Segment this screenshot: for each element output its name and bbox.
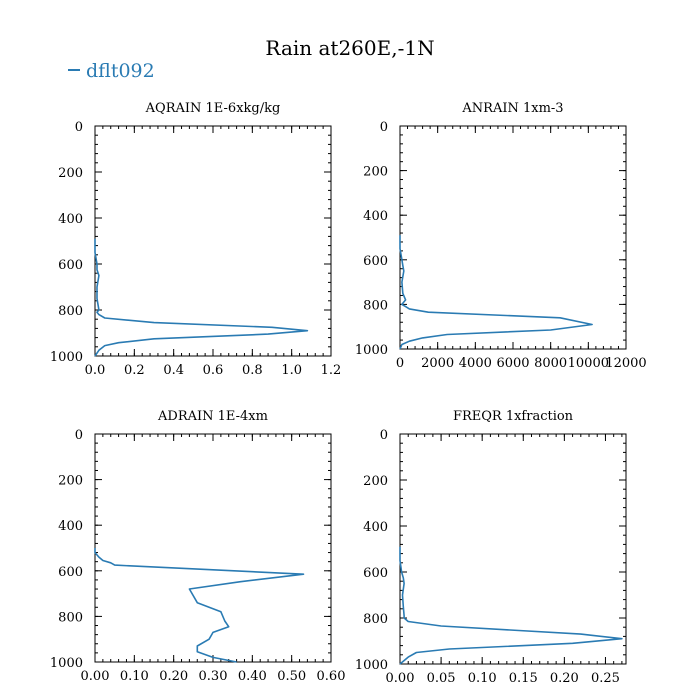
- x-tick-label: 12000: [605, 356, 646, 371]
- legend-label: dflt092: [86, 60, 155, 82]
- x-tick-label: 8000: [534, 356, 567, 371]
- y-tick-label: 0: [75, 120, 83, 135]
- panel-3: ADRAIN 1E-4xm 0.00 0.10 0.20 0.30 0.40 0.50 0.6…: [50, 409, 346, 684]
- x-tick-label: 4000: [459, 356, 492, 371]
- x-tick-label: 0: [396, 356, 404, 371]
- series-line: [399, 546, 623, 665]
- x-tick-label: 0.0: [85, 363, 106, 378]
- plot-frame: [94, 125, 332, 357]
- y-tick-label: 1000: [355, 343, 388, 358]
- series-line: [94, 238, 309, 357]
- y-tick-label: 800: [58, 304, 83, 319]
- panel-1: AQRAIN 1E-6xkg/kg 0.0 0.2 0.4 0.6 0.8 1.0 1.2 0 2…: [50, 101, 341, 378]
- y-tick-label: 600: [363, 566, 388, 581]
- x-tick-label: 0.25: [591, 671, 620, 686]
- x-tick-label: 0.6: [203, 363, 224, 378]
- legend-line-swatch: [68, 69, 80, 71]
- y-tick-label: 400: [58, 519, 83, 534]
- panel-4: FREQR 1xfraction 0.00 0.05 0.10 0.15 0.20 0.25…: [355, 409, 627, 686]
- x-tick-label: 1.2: [321, 363, 342, 378]
- y-tick-label: 400: [363, 520, 388, 535]
- panel-title: AQRAIN 1E-6xkg/kg: [145, 101, 281, 116]
- x-tick-label: 0.50: [277, 669, 306, 684]
- x-tick-label: 0.00: [386, 671, 415, 686]
- y-tick-label: 0: [75, 428, 83, 443]
- y-tick-label: 600: [58, 258, 83, 273]
- series-line: [399, 235, 593, 350]
- y-tick-label: 200: [58, 166, 83, 181]
- y-tick-label: 0: [380, 120, 388, 135]
- x-tick-label: 10000: [568, 356, 609, 371]
- x-tick-label: 2000: [421, 356, 454, 371]
- panel-title: ANRAIN 1xm-3: [461, 101, 563, 116]
- x-tick-label: 0.2: [124, 363, 145, 378]
- y-tick-label: 400: [58, 212, 83, 227]
- panel-title: FREQR 1xfraction: [453, 409, 574, 424]
- y-tick-label: 200: [363, 474, 388, 489]
- x-tick-label: 0.8: [242, 363, 263, 378]
- y-tick-label: 200: [58, 474, 83, 489]
- y-tick-label: 1000: [50, 656, 83, 671]
- y-tick-label: 200: [363, 165, 388, 180]
- y-tick-label: 0: [380, 428, 388, 443]
- x-tick-label: 0.60: [317, 669, 346, 684]
- y-tick-label: 600: [58, 565, 83, 580]
- legend: dflt092: [68, 60, 155, 82]
- y-tick-label: 400: [363, 209, 388, 224]
- x-tick-label: 0.40: [238, 669, 267, 684]
- x-tick-label: 0.10: [468, 671, 497, 686]
- x-tick-label: 0.05: [427, 671, 456, 686]
- x-tick-label: 0.20: [159, 669, 188, 684]
- panel-title: ADRAIN 1E-4xm: [157, 409, 268, 424]
- y-tick-label: 800: [363, 298, 388, 313]
- plot-frame: [94, 433, 332, 663]
- x-tick-label: 1.0: [281, 363, 302, 378]
- y-tick-label: 1000: [355, 658, 388, 673]
- x-tick-label: 0.15: [509, 671, 538, 686]
- x-tick-label: 0.00: [81, 669, 110, 684]
- x-tick-label: 6000: [496, 356, 529, 371]
- y-tick-label: 600: [363, 254, 388, 269]
- y-tick-label: 800: [363, 612, 388, 627]
- x-tick-label: 0.20: [550, 671, 579, 686]
- x-tick-label: 0.4: [163, 363, 184, 378]
- y-tick-label: 1000: [50, 350, 83, 365]
- x-tick-label: 0.30: [199, 669, 228, 684]
- figure-title: Rain at260E,-1N: [265, 36, 435, 60]
- y-tick-label: 800: [58, 610, 83, 625]
- series-line: [94, 548, 305, 663]
- x-tick-label: 0.10: [120, 669, 149, 684]
